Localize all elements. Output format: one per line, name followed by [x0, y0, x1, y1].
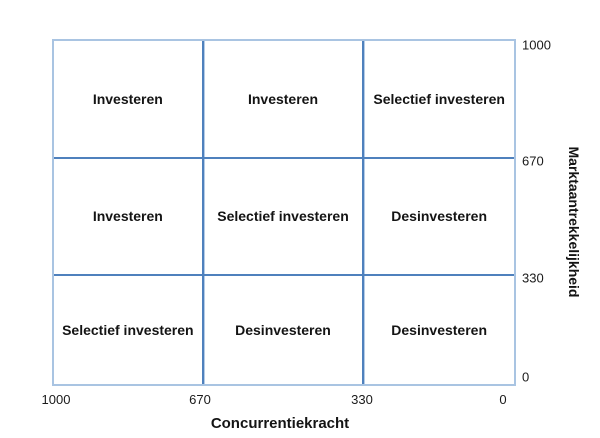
matrix-cell-r1c1: Selectief investeren [203, 158, 365, 277]
matrix-cell-r0c2: Selectief investeren [364, 41, 514, 159]
x-axis-tick-670: 670 [189, 392, 211, 407]
x-axis-tick-1000: 1000 [41, 392, 71, 407]
y-axis-tick-0: 0 [522, 369, 530, 385]
matrix-cell-r2c2: Desinvesteren [364, 276, 514, 384]
y-axis-tick-1000: 1000 [522, 37, 551, 53]
matrix-cell-label: Selectief investeren [62, 322, 194, 339]
y-axis-tick-670: 670 [522, 153, 544, 169]
matrix-cell-r0c0: Investeren [54, 41, 204, 159]
matrix-cell-r1c0: Investeren [54, 158, 204, 277]
matrix-cell-label: Investeren [247, 90, 319, 107]
y-axis-title: Marktaantrekkelijkheid [566, 146, 582, 298]
matrix-cell-label: Selectief investeren [217, 208, 349, 225]
matrix-grid: Investeren Investeren Selectief invester… [52, 39, 516, 386]
matrix-cell-label: Desinvesteren [391, 208, 487, 225]
y-axis-tick-330: 330 [522, 270, 544, 286]
matrix-cell-r0c1: Investeren [203, 41, 365, 159]
matrix-cell-label: Investeren [92, 90, 163, 107]
x-axis-tick-330: 330 [351, 392, 373, 407]
matrix-cell-label: Desinvesteren [235, 322, 331, 339]
x-axis-title: Concurrentiekracht [210, 415, 350, 432]
matrix-cell-r2c1: Desinvesteren [204, 276, 365, 384]
x-axis-tick-0: 0 [499, 392, 507, 407]
matrix-cell-label: Investeren [92, 208, 163, 225]
matrix-cell-label: Desinvesteren [391, 322, 487, 339]
matrix-cell-r1c2: Desinvesteren [364, 159, 514, 277]
matrix-cell-label: Selectief investeren [373, 90, 505, 107]
matrix-cell-r2c0: Selectief investeren [54, 276, 204, 384]
